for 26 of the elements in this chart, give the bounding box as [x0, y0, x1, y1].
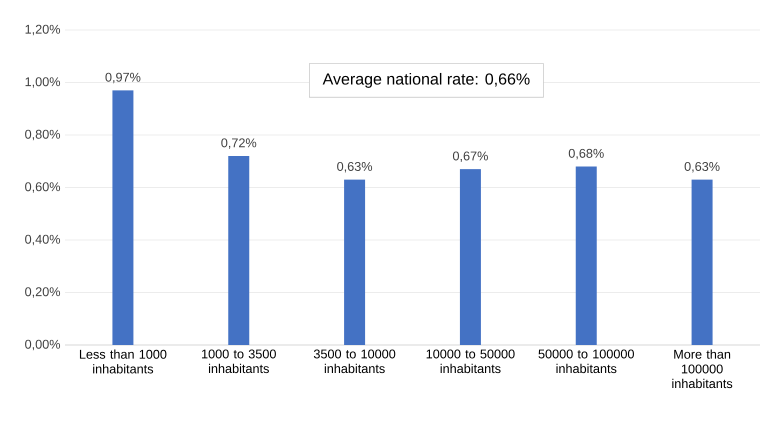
bar [576, 166, 597, 345]
bar [344, 180, 366, 345]
x-tick-label: 50000 to 100000 inhabitants [538, 349, 634, 374]
bar [112, 90, 134, 345]
annotation: Average national rate: 0,66% [322, 72, 530, 88]
bar [228, 156, 250, 345]
x-tick-label: 3500 to 10000 inhabitants [314, 349, 396, 374]
bar [692, 180, 713, 345]
y-tick-label: 0,60% [25, 182, 60, 193]
data-label: 0,63% [684, 162, 720, 172]
data-label: 0,72% [221, 138, 256, 149]
x-tick-label: 1000 to 3500 inhabitants [202, 349, 276, 374]
y-tick-label: 0,20% [25, 287, 60, 298]
data-label: 0,97% [105, 72, 140, 84]
y-tick-label: 1,00% [26, 77, 60, 88]
bar [460, 169, 481, 345]
y-tick-label: 0,80% [25, 130, 60, 140]
x-tick-label: 10000 to 50000 inhabitants [426, 349, 515, 374]
x-tick-label: More than 100000 inhabitants [672, 349, 732, 388]
x-tick-label: Less than 1000 inhabitants [80, 349, 166, 374]
data-label: 0,67% [452, 151, 488, 162]
y-tick-label: 0,00% [25, 340, 60, 350]
y-tick-label: 1,20% [26, 24, 60, 36]
data-label: 0,68% [568, 148, 604, 160]
y-tick-label: 0,40% [25, 234, 60, 246]
data-label: 0,63% [337, 162, 372, 172]
